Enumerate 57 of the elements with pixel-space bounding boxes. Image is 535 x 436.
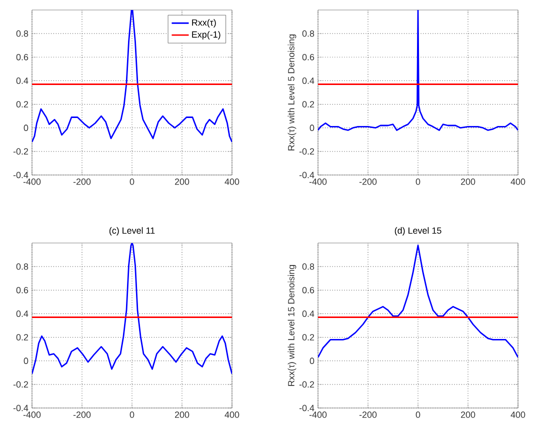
legend-label: Exp(-1) <box>192 31 220 40</box>
x-tick-label: 200 <box>460 178 476 185</box>
x-tick-label: 0 <box>130 412 134 418</box>
x-tick-label: 200 <box>174 178 190 185</box>
y-tick-label: 0.4 <box>16 78 28 84</box>
y-tick-label: -0.4 <box>13 404 28 412</box>
chart-title: (d) Level 15 <box>394 227 442 236</box>
y-tick-label: 0.8 <box>302 263 314 270</box>
x-tick-label: 400 <box>510 178 526 185</box>
line-series <box>318 10 518 131</box>
y-tick-label: 0.2 <box>302 334 314 340</box>
y-tick-label: -0.2 <box>13 148 28 155</box>
x-tick-label: -200 <box>359 178 377 185</box>
x-tick-label: 0 <box>416 178 420 185</box>
x-tick-label: -400 <box>309 412 327 418</box>
y-tick-label: -0.2 <box>13 381 28 388</box>
y-tick-label: 0.4 <box>16 310 28 317</box>
y-tick-label: 0.6 <box>16 286 28 294</box>
y-tick-label: 0.6 <box>302 286 314 294</box>
y-tick-label: -0.4 <box>13 172 28 178</box>
y-tick-label: -0.2 <box>299 381 314 388</box>
y-tick-label: 0.2 <box>16 101 28 108</box>
y-tick-label: -0.4 <box>299 404 314 412</box>
y-tick-label: 0 <box>310 124 314 132</box>
y-tick-label: 0.4 <box>302 310 314 317</box>
chart-title: (c) Level 11 <box>109 227 155 236</box>
x-tick-label: -200 <box>359 412 377 418</box>
x-tick-label: -400 <box>23 412 41 418</box>
line-series <box>318 244 518 358</box>
y-tick-label: 0.2 <box>302 101 314 108</box>
y-tick-label: 0 <box>24 124 28 132</box>
y-axis-title: Rxx(τ) with Level 15 Denoising <box>288 265 296 386</box>
x-tick-label: 0 <box>416 412 420 418</box>
x-tick-label: -200 <box>73 412 91 418</box>
y-tick-label: 0.6 <box>302 54 314 60</box>
y-axis-title: Rxx(τ) with Level 5 Denoising <box>288 34 296 150</box>
x-tick-label: -400 <box>309 178 327 185</box>
x-tick-label: -400 <box>23 178 41 185</box>
x-tick-label: 400 <box>224 178 240 185</box>
y-tick-label: 0.8 <box>16 263 28 270</box>
y-tick-label: 0 <box>310 358 314 364</box>
legend-label: Rxx(τ) <box>192 19 216 28</box>
x-tick-label: 400 <box>224 412 240 418</box>
y-tick-label: 0 <box>24 358 28 364</box>
y-tick-label: 0.2 <box>16 334 28 340</box>
x-tick-label: 200 <box>460 412 476 418</box>
y-tick-label: -0.4 <box>299 172 314 178</box>
y-tick-label: 0.6 <box>16 54 28 60</box>
y-tick-label: 0.8 <box>16 30 28 37</box>
x-tick-label: -200 <box>73 178 91 185</box>
x-tick-label: 0 <box>130 178 134 185</box>
y-tick-label: 0.4 <box>302 78 314 84</box>
x-tick-label: 400 <box>510 412 526 418</box>
x-tick-label: 200 <box>174 412 190 418</box>
line-series <box>32 242 232 375</box>
y-tick-label: 0.8 <box>302 30 314 37</box>
y-tick-label: -0.2 <box>299 148 314 155</box>
